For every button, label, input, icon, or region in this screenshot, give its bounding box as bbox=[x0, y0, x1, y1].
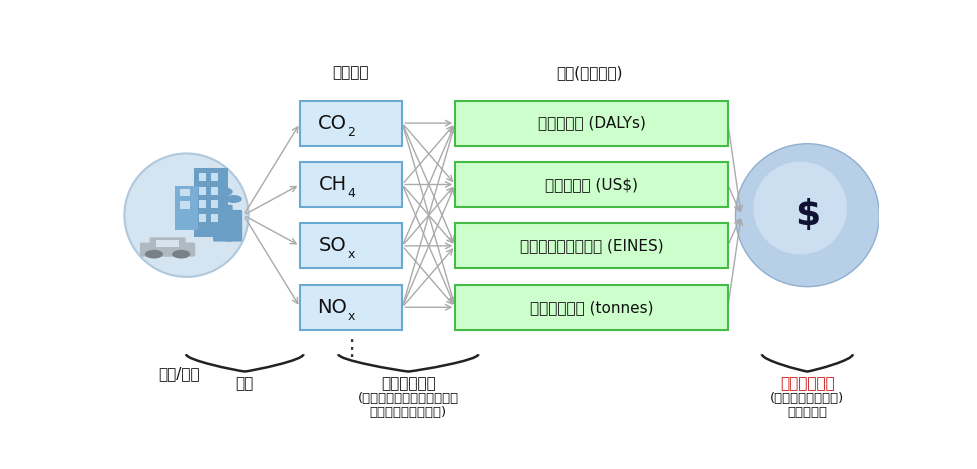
Text: ８つの影響カテゴリ): ８つの影響カテゴリ) bbox=[369, 406, 446, 419]
FancyBboxPatch shape bbox=[211, 200, 218, 208]
Ellipse shape bbox=[753, 162, 847, 255]
Text: 2: 2 bbox=[348, 126, 356, 139]
Text: ⋮: ⋮ bbox=[340, 339, 361, 359]
Text: x: x bbox=[348, 249, 355, 261]
Text: 被害(地球規模): 被害(地球規模) bbox=[556, 65, 622, 80]
FancyBboxPatch shape bbox=[181, 202, 190, 209]
Text: 人々の価値観: 人々の価値観 bbox=[780, 376, 834, 391]
Text: $: $ bbox=[794, 198, 820, 232]
Ellipse shape bbox=[124, 153, 248, 277]
FancyBboxPatch shape bbox=[300, 100, 403, 146]
FancyBboxPatch shape bbox=[225, 210, 242, 242]
FancyBboxPatch shape bbox=[455, 223, 728, 268]
FancyBboxPatch shape bbox=[455, 100, 728, 146]
Circle shape bbox=[145, 250, 163, 258]
FancyBboxPatch shape bbox=[455, 162, 728, 207]
FancyBboxPatch shape bbox=[155, 240, 180, 247]
Ellipse shape bbox=[736, 144, 879, 287]
FancyBboxPatch shape bbox=[149, 237, 186, 250]
FancyBboxPatch shape bbox=[198, 200, 206, 208]
Text: (気候変動や大気汚染を含む: (気候変動や大気汚染を含む bbox=[358, 392, 459, 405]
Text: 社会的資産 (US$): 社会的資産 (US$) bbox=[545, 177, 638, 192]
FancyBboxPatch shape bbox=[211, 187, 218, 195]
FancyBboxPatch shape bbox=[211, 214, 218, 222]
Circle shape bbox=[225, 195, 241, 203]
Text: 推定・比較: 推定・比較 bbox=[787, 406, 828, 419]
Text: 植物の生産力 (tonnes): 植物の生産力 (tonnes) bbox=[530, 300, 654, 315]
Text: CO: CO bbox=[318, 113, 347, 133]
Text: (国・セグメント別): (国・セグメント別) bbox=[770, 392, 844, 405]
Text: NO: NO bbox=[317, 298, 347, 317]
Text: 生物種の絶滅リスク (EINES): 生物種の絶滅リスク (EINES) bbox=[520, 238, 663, 253]
Text: 生産/消費: 生産/消費 bbox=[158, 367, 199, 382]
FancyBboxPatch shape bbox=[175, 186, 198, 230]
Text: CH: CH bbox=[319, 175, 347, 194]
FancyBboxPatch shape bbox=[300, 285, 403, 330]
Circle shape bbox=[172, 250, 191, 258]
FancyBboxPatch shape bbox=[211, 173, 218, 181]
Text: SO: SO bbox=[319, 236, 347, 256]
FancyBboxPatch shape bbox=[198, 187, 206, 195]
Text: 人間の健康 (DALYs): 人間の健康 (DALYs) bbox=[537, 115, 646, 130]
Text: 汚染物質: 汚染物質 bbox=[332, 65, 369, 80]
FancyBboxPatch shape bbox=[194, 168, 229, 237]
FancyBboxPatch shape bbox=[198, 214, 206, 222]
FancyBboxPatch shape bbox=[455, 285, 728, 330]
FancyBboxPatch shape bbox=[181, 189, 190, 197]
Text: x: x bbox=[348, 310, 355, 323]
Text: アセスメント: アセスメント bbox=[381, 376, 436, 391]
Text: 4: 4 bbox=[348, 187, 356, 200]
FancyBboxPatch shape bbox=[300, 223, 403, 268]
Circle shape bbox=[213, 187, 233, 197]
Text: 分析: 分析 bbox=[235, 376, 254, 391]
FancyBboxPatch shape bbox=[198, 173, 206, 181]
FancyBboxPatch shape bbox=[300, 162, 403, 207]
FancyBboxPatch shape bbox=[140, 242, 195, 257]
FancyBboxPatch shape bbox=[213, 204, 233, 242]
